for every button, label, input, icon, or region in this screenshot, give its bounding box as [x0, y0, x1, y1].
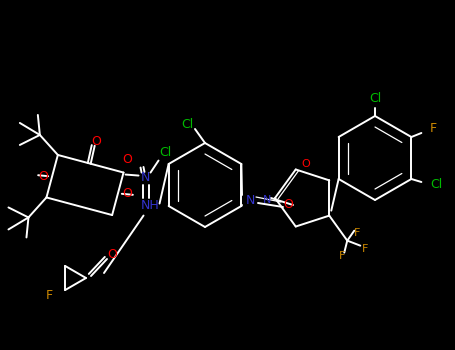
Text: NH: NH [141, 199, 160, 212]
Text: F: F [430, 122, 437, 135]
Text: F: F [354, 228, 360, 238]
Text: N: N [263, 195, 271, 205]
Text: O: O [283, 198, 293, 211]
Text: O: O [38, 170, 48, 183]
Text: O: O [122, 153, 132, 166]
Text: N: N [141, 171, 150, 184]
Text: Cl: Cl [430, 177, 443, 190]
Text: O: O [301, 160, 310, 169]
Text: Cl: Cl [369, 91, 381, 105]
Text: Cl: Cl [159, 146, 172, 159]
Text: F: F [339, 251, 345, 261]
Text: Cl: Cl [181, 119, 193, 132]
Text: O: O [107, 248, 117, 261]
Text: O: O [91, 135, 101, 148]
Text: O: O [122, 187, 132, 200]
Text: F: F [362, 244, 369, 254]
Text: N: N [245, 194, 255, 206]
Text: F: F [46, 289, 53, 302]
